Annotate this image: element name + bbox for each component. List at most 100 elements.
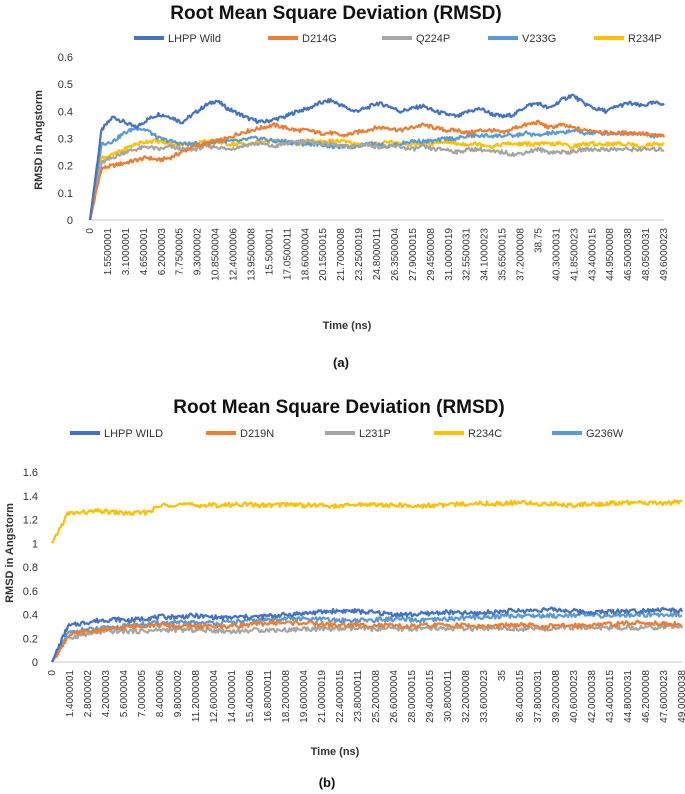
panel-a-series-line-q224p bbox=[88, 138, 665, 221]
panel-a-x-tick-label: 43.4000015 bbox=[587, 228, 598, 281]
panel-b-x-tick-label: 46.2000008 bbox=[641, 670, 652, 723]
panel-a-x-tick-label: 15.500001 bbox=[264, 228, 275, 276]
panel-a-x-tick-label: 26.3500004 bbox=[390, 228, 401, 281]
panel-a-series-line-lhpp-wild bbox=[88, 93, 665, 221]
panel-b-x-tick-label: 15.4000006 bbox=[245, 670, 256, 723]
panel-b-legend: LHPP WILD D219N L231P R234C G236W bbox=[70, 428, 624, 440]
panel-a-x-tick-label: 35.6500015 bbox=[498, 228, 509, 281]
panel-a-x-tick-label: 37.2000008 bbox=[516, 228, 527, 281]
panel-a-x-tick-label: 23.2500019 bbox=[354, 228, 365, 281]
panel-a-legend-label: D214G bbox=[302, 33, 337, 45]
panel-b-x-tick-label: 47.6000023 bbox=[659, 670, 670, 723]
panel-b-x-tick-label: 40.6000023 bbox=[569, 670, 580, 723]
panel-b-x-tick-label: 18.2000008 bbox=[281, 670, 292, 723]
panel-a-x-tick-label: 13.9500008 bbox=[246, 228, 257, 281]
panel-a-label: (a) bbox=[333, 355, 349, 370]
panel-b-x-tick-label: 43.4000015 bbox=[605, 670, 616, 723]
panel-a-x-tick-label: 32.5500031 bbox=[462, 228, 473, 281]
panel-b-legend-label: D219N bbox=[240, 428, 274, 440]
panel-a-x-tick-label: 6.2000003 bbox=[157, 228, 168, 276]
panel-a-x-tick-label: 12.4000006 bbox=[229, 228, 240, 281]
panel-b-x-tick-label: 21.0000019 bbox=[317, 670, 328, 723]
panel-b-y-tick-label: 0.4 bbox=[23, 610, 38, 622]
panel-b-x-tick-label: 44.8000031 bbox=[623, 670, 634, 723]
panel-a-series-line-v233g bbox=[88, 126, 665, 221]
panel-b-series-lines bbox=[50, 499, 684, 663]
panel-b-chart: Root Mean Square Deviation (RMSD) LHPP W… bbox=[4, 397, 685, 790]
panel-b-label: (b) bbox=[319, 775, 336, 790]
panel-b-x-tick-label: 36.4000015 bbox=[515, 670, 526, 723]
panel-a-x-tick-label: 38.75 bbox=[533, 228, 544, 253]
panel-b-x-tick-label: 12.6000004 bbox=[209, 670, 220, 723]
panel-a-x-tick-label: 49.6000023 bbox=[659, 228, 670, 281]
panel-b-y-tick-label: 1.6 bbox=[23, 467, 38, 479]
panel-a-y-tick-label: 0 bbox=[67, 215, 73, 227]
panel-a-legend-label: LHPP Wild bbox=[168, 33, 221, 45]
panel-b-x-tick-label: 8.4000006 bbox=[155, 670, 166, 718]
panel-b-x-tick-label: 14.0000001 bbox=[227, 670, 238, 723]
panel-b-x-tick-label: 37.8000031 bbox=[533, 670, 544, 723]
panel-a-chart: Root Mean Square Deviation (RMSD) LHPP W… bbox=[33, 3, 670, 370]
panel-b-x-tick-label: 49.0000038 bbox=[677, 670, 685, 723]
panel-b-series-line-r234c bbox=[51, 499, 683, 544]
panel-b-x-tick-label: 5.6000004 bbox=[119, 670, 130, 718]
panel-a-title: Root Mean Square Deviation (RMSD) bbox=[170, 3, 501, 24]
panel-a-y-axis: 0 0.1 0.2 0.3 0.4 0.5 0.6 bbox=[58, 52, 73, 227]
panel-a-x-tick-label: 17.0500011 bbox=[282, 228, 293, 281]
panel-a-y-tick-label: 0.5 bbox=[58, 79, 73, 91]
panel-b-series-line-d219n bbox=[51, 619, 683, 663]
panel-a-legend-label: R234P bbox=[628, 33, 662, 45]
panel-b-y-tick-label: 0.6 bbox=[23, 586, 38, 598]
panel-b-y-tick-label: 1 bbox=[32, 538, 38, 550]
panel-a-y-tick-label: 0.2 bbox=[58, 161, 73, 173]
panel-a-y-tick-label: 0.4 bbox=[58, 106, 73, 118]
panel-a-x-tick-label: 44.9500008 bbox=[605, 228, 616, 281]
panel-a-x-tick-label: 40.3000031 bbox=[551, 228, 562, 281]
panel-b-x-tick-label: 1.4000001 bbox=[65, 670, 76, 718]
panel-a-x-tick-label: 48.0500031 bbox=[641, 228, 652, 281]
panel-a-x-tick-label: 31.0000019 bbox=[444, 228, 455, 281]
panel-b-x-tick-label: 29.4000015 bbox=[425, 670, 436, 723]
panel-a-x-tick-label: 21.7000008 bbox=[336, 228, 347, 281]
panel-a-x-tick-label: 46.5000038 bbox=[623, 228, 634, 281]
panel-b-x-tick-label: 0 bbox=[47, 670, 58, 676]
panel-a-x-tick-label: 18.6000004 bbox=[300, 228, 311, 281]
panel-a-y-tick-label: 0.3 bbox=[58, 134, 73, 146]
panel-b-x-tick-label: 42.0000038 bbox=[587, 670, 598, 723]
panel-a-series-lines bbox=[88, 93, 665, 221]
panel-b-x-tick-label: 16.8000011 bbox=[263, 670, 274, 723]
panel-b-title: Root Mean Square Deviation (RMSD) bbox=[173, 397, 504, 418]
panel-b-y-tick-label: 0.2 bbox=[23, 633, 38, 645]
panel-a-x-tick-label: 7.7500005 bbox=[175, 228, 186, 276]
panel-b-y-tick-label: 1.4 bbox=[23, 491, 38, 503]
panel-b-x-tick-label: 30.8000011 bbox=[443, 670, 454, 723]
panel-b-x-tick-label: 35 bbox=[497, 670, 508, 682]
panel-b-y-axis-label: RMSD in Angstorm bbox=[4, 503, 16, 603]
panel-a-y-tick-label: 0.6 bbox=[58, 52, 73, 64]
panel-b-series-line-g236w bbox=[51, 611, 683, 663]
panel-b-x-axis-label: Time (ns) bbox=[311, 746, 360, 758]
panel-a-x-tick-label: 27.9000015 bbox=[408, 228, 419, 281]
panel-b-x-axis: 0 1.4000001 2.8000002 4.2000003 5.6000004 7.0… bbox=[47, 670, 685, 723]
panel-a-x-tick-label: 20.1500015 bbox=[318, 228, 329, 281]
panel-b-x-tick-label: 22.4000015 bbox=[335, 670, 346, 723]
panel-b-legend-label: LHPP WILD bbox=[104, 428, 163, 440]
panel-a-x-tick-label: 10.8500004 bbox=[211, 228, 222, 281]
panel-b-x-tick-label: 2.8000002 bbox=[83, 670, 94, 718]
panel-b-x-tick-label: 26.6000004 bbox=[389, 670, 400, 723]
panel-b-x-tick-label: 25.2000008 bbox=[371, 670, 382, 723]
panel-a-x-axis: 0 1.5500001 3.1000001 4.6500001 6.2000003 7.7… bbox=[85, 228, 670, 281]
panel-a-legend-label: Q224P bbox=[416, 33, 450, 45]
panel-b-x-tick-label: 33.6000023 bbox=[479, 670, 490, 723]
panel-b-x-tick-label: 39.2000008 bbox=[551, 670, 562, 723]
panel-a-x-axis-label: Time (ns) bbox=[323, 320, 372, 332]
panel-b-x-tick-label: 4.2000003 bbox=[101, 670, 112, 718]
panel-b-series-line-l231p bbox=[51, 623, 684, 663]
panel-b-x-tick-label: 28.0000015 bbox=[407, 670, 418, 723]
panel-a-x-tick-label: 0 bbox=[85, 228, 96, 234]
panel-b-x-tick-label: 11.2000008 bbox=[191, 670, 202, 723]
panel-a-x-tick-label: 41.8500023 bbox=[569, 228, 580, 281]
panel-a-x-tick-label: 9.3000002 bbox=[193, 228, 204, 276]
panel-a-x-tick-label: 24.8000011 bbox=[372, 228, 383, 281]
